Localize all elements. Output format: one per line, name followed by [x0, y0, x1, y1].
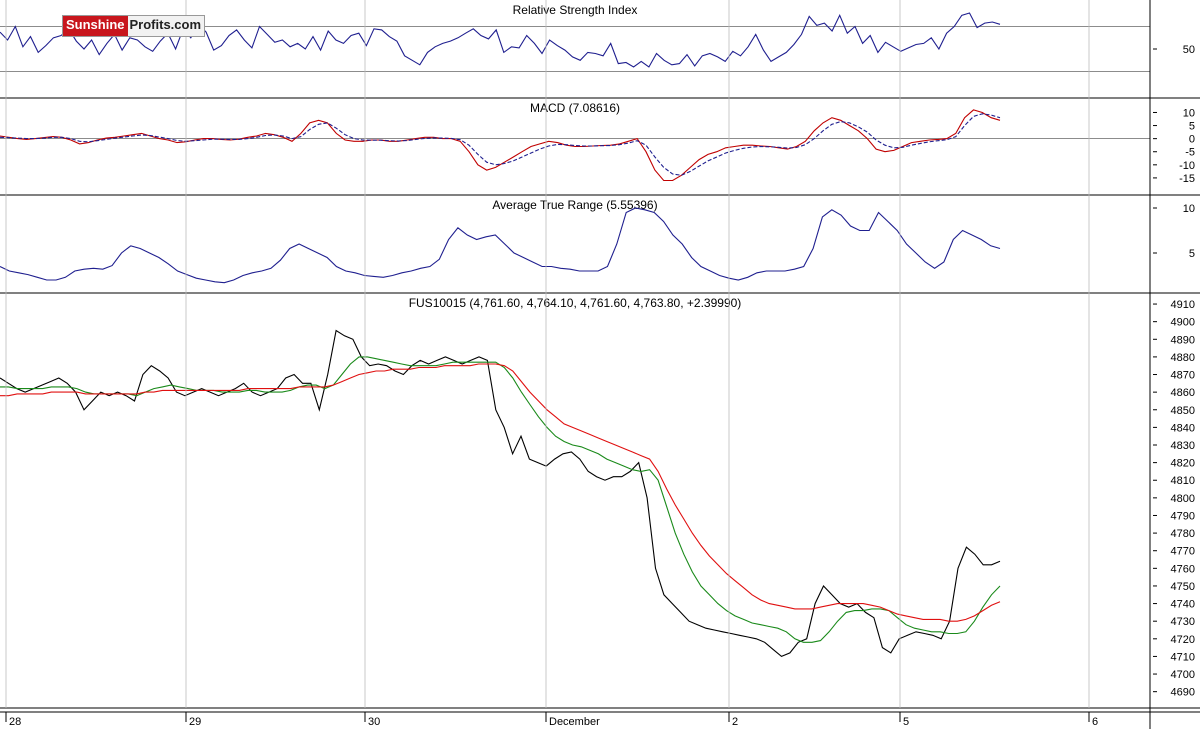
x-tick-label-6: 6	[1092, 716, 1098, 728]
x-tick-label-1: 29	[189, 716, 201, 728]
y-tick-label-3-0: 4910	[1171, 299, 1195, 311]
y-tick-label-3-22: 4690	[1171, 687, 1195, 699]
y-tick-label-1-5: -15	[1179, 173, 1195, 185]
series-line-1-0	[0, 109, 1001, 182]
y-tick-label-1-1: 5	[1189, 121, 1195, 133]
series-line-2-0	[0, 207, 1001, 284]
y-tick-label-1-4: -10	[1179, 160, 1195, 172]
y-tick-label-3-18: 4730	[1171, 616, 1195, 628]
y-tick-label-3-15: 4760	[1171, 563, 1195, 575]
panel-title-3: FUS10015 (4,761.60, 4,764.10, 4,761.60, …	[409, 296, 742, 310]
panel-title-1: MACD (7.08616)	[530, 101, 620, 115]
series-line-3-0	[0, 329, 1001, 658]
series-line-1-1	[0, 113, 1001, 176]
y-tick-label-3-2: 4890	[1171, 334, 1195, 346]
x-tick-label-2: 30	[368, 716, 380, 728]
panel-title-0: Relative Strength Index	[513, 3, 638, 17]
series-line-3-2	[0, 363, 1001, 622]
x-tick-label-4: 2	[732, 716, 738, 728]
y-tick-label-2-1: 5	[1189, 248, 1195, 260]
y-tick-label-1-0: 10	[1183, 107, 1195, 119]
y-tick-label-3-14: 4770	[1171, 546, 1195, 558]
y-tick-label-1-2: 0	[1189, 134, 1195, 146]
y-tick-label-1-3: -5	[1185, 147, 1195, 159]
y-tick-label-3-10: 4810	[1171, 475, 1195, 487]
y-tick-label-3-20: 4710	[1171, 651, 1195, 663]
y-tick-label-3-17: 4740	[1171, 599, 1195, 611]
y-tick-label-0-0: 50	[1183, 44, 1195, 56]
y-tick-label-3-6: 4850	[1171, 405, 1195, 417]
logo-part-2: Profits.com	[127, 16, 205, 36]
y-tick-label-3-1: 4900	[1171, 317, 1195, 329]
x-tick-label-0: 28	[9, 716, 21, 728]
y-tick-label-3-7: 4840	[1171, 422, 1195, 434]
y-tick-label-3-21: 4700	[1171, 669, 1195, 681]
series-line-3-1	[0, 356, 1001, 643]
y-tick-label-3-16: 4750	[1171, 581, 1195, 593]
y-tick-label-3-19: 4720	[1171, 634, 1195, 646]
y-tick-label-3-11: 4800	[1171, 493, 1195, 505]
logo: Sunshine Profits.com	[62, 15, 206, 37]
y-tick-label-3-5: 4860	[1171, 387, 1195, 399]
y-tick-label-3-8: 4830	[1171, 440, 1195, 452]
y-tick-label-3-13: 4780	[1171, 528, 1195, 540]
y-tick-label-3-4: 4870	[1171, 370, 1195, 382]
y-tick-label-3-12: 4790	[1171, 510, 1195, 522]
logo-part-1: Sunshine	[63, 16, 128, 36]
x-tick-label-5: 5	[903, 716, 909, 728]
y-tick-label-3-3: 4880	[1171, 352, 1195, 364]
y-tick-label-3-9: 4820	[1171, 458, 1195, 470]
panel-title-2: Average True Range (5.55396)	[492, 198, 657, 212]
y-tick-label-2-0: 10	[1183, 203, 1195, 215]
x-tick-label-3: December	[549, 716, 600, 728]
